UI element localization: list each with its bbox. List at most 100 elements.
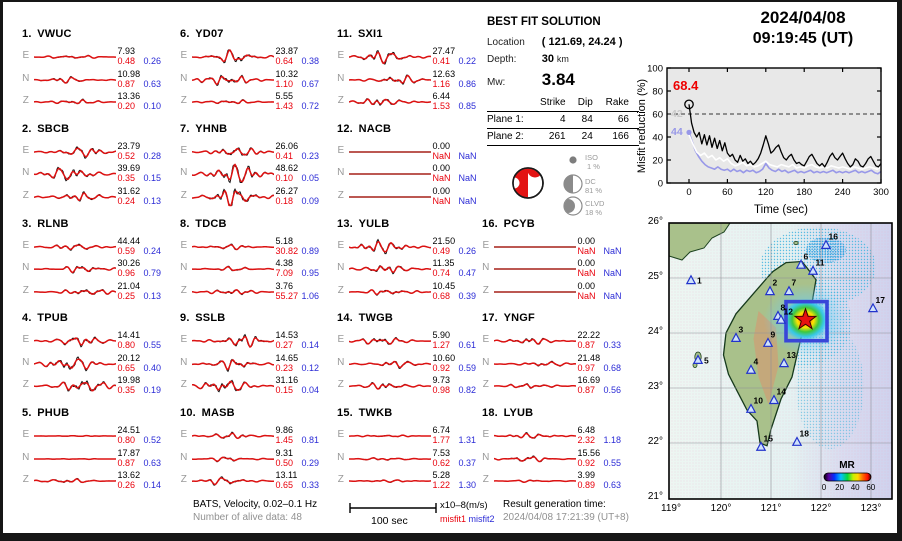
station-block: 8. TDCB E 5.18 30.82 0.89 N 4.38 7.09 0.95 Z 3.76 5…: [176, 218, 328, 308]
misfit2-value: 1.06: [301, 290, 320, 301]
misfit-values: 0.41 0.22: [433, 56, 485, 67]
lat-tick-label: 24°: [647, 326, 663, 337]
trace-row: E 14.53 0.27 0.14: [176, 329, 328, 351]
channel-label: Z: [180, 189, 187, 201]
x-tick-label: 0: [686, 187, 691, 198]
station-title: 2. SBCB: [22, 122, 70, 135]
misfit-values: 1.10 0.67: [276, 79, 328, 90]
waveform-plot: [33, 336, 116, 348]
synthetic-trace: [348, 265, 431, 274]
amplitude-value: 26.06: [275, 140, 299, 151]
misfit1-value: 0.41: [432, 56, 451, 66]
waveform-plot: [191, 476, 274, 486]
misfit1-value: 1.27: [432, 340, 451, 351]
solution-title: BEST FIT SOLUTION: [487, 16, 601, 28]
misfit1-value: 0.15: [275, 385, 294, 396]
amplitude-value: 5.28: [432, 470, 451, 480]
trace-row: Z 19.98 0.35 0.19: [18, 374, 170, 396]
station-triangle: [745, 364, 757, 374]
trace-values: 3.99 0.89 0.63: [576, 469, 630, 491]
waveform-plot: [33, 288, 116, 295]
station-block: 11. SXI1 E 27.47 0.41 0.22 N 12.63 1.16 0.86 Z 6.4…: [333, 28, 485, 118]
synthetic-trace: [493, 361, 576, 367]
misfit1-value: 0.92: [577, 457, 596, 468]
misfit2-value: NaN: [603, 290, 622, 301]
plane1-strike: 4: [537, 111, 576, 129]
station-number-label: 12: [784, 306, 794, 316]
misfit1-value: 0.20: [117, 101, 136, 111]
x-tick-label: 120: [758, 187, 774, 198]
misfit-series-reference-white: [688, 134, 882, 170]
channel-label: E: [180, 50, 188, 61]
amplitude-value: 14.53: [275, 330, 299, 341]
misfit-values: 0.50 0.29: [276, 458, 328, 469]
waveform-plot: [348, 456, 431, 461]
misfit1-value: 0.92: [432, 362, 451, 373]
station-block: 4. TPUB E 14.41 0.80 0.55 N 20.12 0.65 0.40 Z 19.9…: [18, 312, 170, 402]
y-tick-label: 80: [652, 87, 663, 98]
misfit1-value: 0.65: [117, 362, 136, 373]
station-title: 7. YHNB: [180, 122, 228, 135]
misfit2-value: 0.14: [143, 480, 162, 490]
waveform-plot: [33, 145, 116, 159]
station-title: 9. SSLB: [180, 312, 226, 325]
trace-values: 21.50 0.49 0.26: [431, 235, 485, 257]
y-tick-label: 40: [652, 133, 663, 144]
trace-values: 13.36 0.20 0.10: [116, 90, 170, 112]
station-block: 9. SSLB E 14.53 0.27 0.14 N 14.65 0.23 0.12 Z 31.1…: [176, 312, 328, 402]
amplitude-value: 9.73: [432, 375, 451, 386]
station-title: 1. VWUC: [22, 28, 72, 40]
trace-row: E 21.50 0.49 0.26: [333, 235, 485, 257]
misfit-values: 0.80 0.55: [118, 340, 170, 351]
misfit-values: 30.82 0.89: [276, 246, 328, 257]
alive-data-count: Number of alive data: 48: [193, 512, 302, 523]
synthetic-trace: [33, 457, 116, 460]
station-title: 8. TDCB: [180, 217, 227, 230]
trace-row: Z 6.44 1.53 0.85: [333, 90, 485, 112]
misfit2-value: 0.72: [301, 101, 320, 111]
channel-label: Z: [22, 474, 29, 485]
misfit1-value: NaN: [432, 150, 451, 161]
amplitude-value: 10.45: [432, 280, 456, 291]
waveform-plot: [33, 190, 116, 202]
station-triangle: [730, 332, 742, 342]
misfit-values: 0.87 0.63: [118, 79, 170, 90]
amplitude-value: 6.48: [577, 425, 596, 435]
trace-row: E 44.44 0.59 0.24: [18, 235, 170, 257]
observed-trace: [348, 238, 431, 254]
event-date: 2024/04/08: [760, 8, 846, 27]
misfit1-value: 1.45: [275, 435, 294, 445]
x-tick-label: 300: [873, 187, 889, 198]
waveform-plot: [33, 457, 116, 460]
trace-values: 17.87 0.87 0.63: [116, 447, 170, 469]
amplitude-value: 6.74: [432, 425, 451, 435]
station-triangle: [783, 285, 795, 296]
trace-row: Z 9.73 0.98 0.82: [333, 374, 485, 396]
station-number-label: 2: [773, 278, 778, 288]
misfit1-value: 0.49: [432, 245, 451, 256]
misfit1-value: 1.77: [432, 435, 451, 445]
amplitude-value: 30.26: [117, 258, 141, 268]
channel-label: E: [337, 334, 345, 346]
misfit2-value: 1.30: [458, 480, 477, 490]
misfit-values: NaN NaN: [433, 151, 485, 162]
station-triangle: [867, 302, 879, 313]
trace-values: 9.73 0.98 0.82: [431, 374, 485, 396]
misfit1-value: 0.89: [577, 480, 596, 490]
misfit1-value: 1.53: [432, 101, 451, 111]
amplitude-value: 14.65: [275, 352, 299, 363]
misfit-values: 0.62 0.37: [433, 458, 485, 469]
misfit1-value: 0.87: [117, 457, 136, 468]
misfit-values: NaN NaN: [578, 291, 630, 302]
channel-label: E: [337, 144, 345, 156]
waveform-plot: [191, 265, 274, 272]
waveform-plot: [493, 245, 576, 248]
amplitude-value: 17.87: [117, 447, 141, 458]
bats-filter-note: BATS, Velocity, 0.02–0.1 Hz: [193, 499, 318, 510]
channel-label: N: [22, 72, 30, 84]
misfit1-value: 0.24: [117, 195, 136, 206]
misfit2-value: 0.37: [458, 457, 477, 468]
misfit-values: 0.18 0.09: [276, 196, 328, 207]
